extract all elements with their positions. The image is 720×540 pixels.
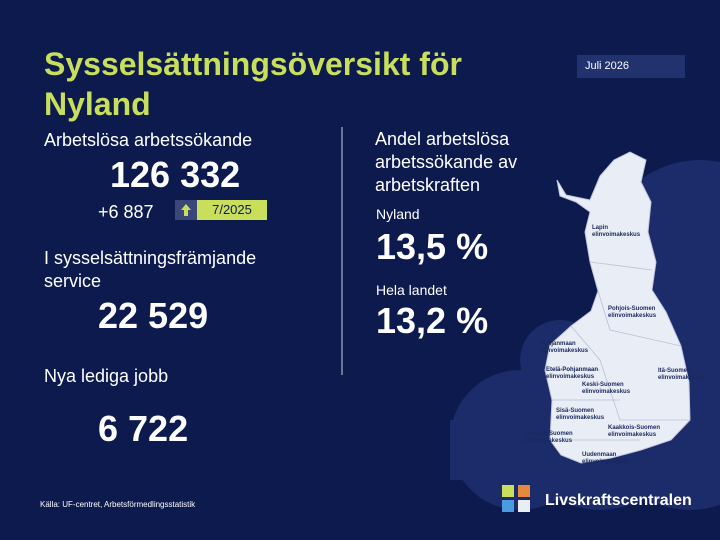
rate-title: Andel arbetslösa arbetssökande av arbets… <box>375 129 518 195</box>
rate-label: Nyland <box>376 206 420 222</box>
region-label: elinvoimakeskus <box>608 313 657 319</box>
region-label: elinvoimakeskus <box>582 389 631 395</box>
logo-text: Livskraftscentralen <box>545 492 692 509</box>
rate-label: Hela landet <box>376 282 447 298</box>
region-label: elinvoimakeskus <box>556 415 605 421</box>
region-label: Kaakkois-Suomen <box>608 425 660 431</box>
region-label: elinvoimakeskus <box>592 232 641 238</box>
region-label: Keski-Suomen <box>582 382 624 388</box>
region-label: Uudenmaan <box>582 452 617 458</box>
region-label: elinvoimakeskus <box>582 459 631 465</box>
stat-label: Nya lediga jobb <box>44 366 169 386</box>
region-label: Etelä-Pohjanmaan <box>546 367 598 373</box>
stat-change: +6 887 <box>98 202 154 222</box>
region-label: elinvoimakeskus <box>546 374 595 380</box>
source: Källa: UF-centret, Arbetsförmedlingsstat… <box>40 500 196 509</box>
stat-label: Arbetslösa arbetssökande <box>44 130 253 150</box>
period-badge: 7/2025 <box>197 200 267 220</box>
title: Sysselsättningsöversikt för Nyland <box>44 46 462 122</box>
region-borders <box>550 261 690 441</box>
region-label: elinvoimakeskus <box>658 375 707 381</box>
region-label: elinvoimakeskus <box>608 432 657 438</box>
logo-icon <box>502 485 530 512</box>
region-label: Lounais-Suomen <box>524 431 573 437</box>
finland-map <box>544 151 691 464</box>
stat-value: 22 529 <box>98 295 209 336</box>
up-arrow <box>175 200 197 220</box>
region-label: Itä-Suomen <box>658 368 691 374</box>
region-label: elinvoimakeskus <box>524 438 573 444</box>
rate-value: 13,5 % <box>376 226 489 267</box>
stat-value: 126 332 <box>110 154 241 195</box>
stat-value: 6 722 <box>98 408 189 449</box>
region-label: elinvoimakeskus <box>540 348 589 354</box>
region-label: Pohjanmaan <box>540 341 576 347</box>
stat-label: I sysselsättningsfrämjande service <box>44 248 257 291</box>
region-label: Sisä-Suomen <box>556 408 594 414</box>
region-label: Lapin <box>592 225 608 231</box>
rate-value: 13,2 % <box>376 300 489 341</box>
date: Juli 2026 <box>577 55 685 78</box>
region-label: Pohjois-Suomen <box>608 306 656 312</box>
region-labels: LapinelinvoimakeskusPohjois-Suomenelinvo… <box>524 225 707 465</box>
